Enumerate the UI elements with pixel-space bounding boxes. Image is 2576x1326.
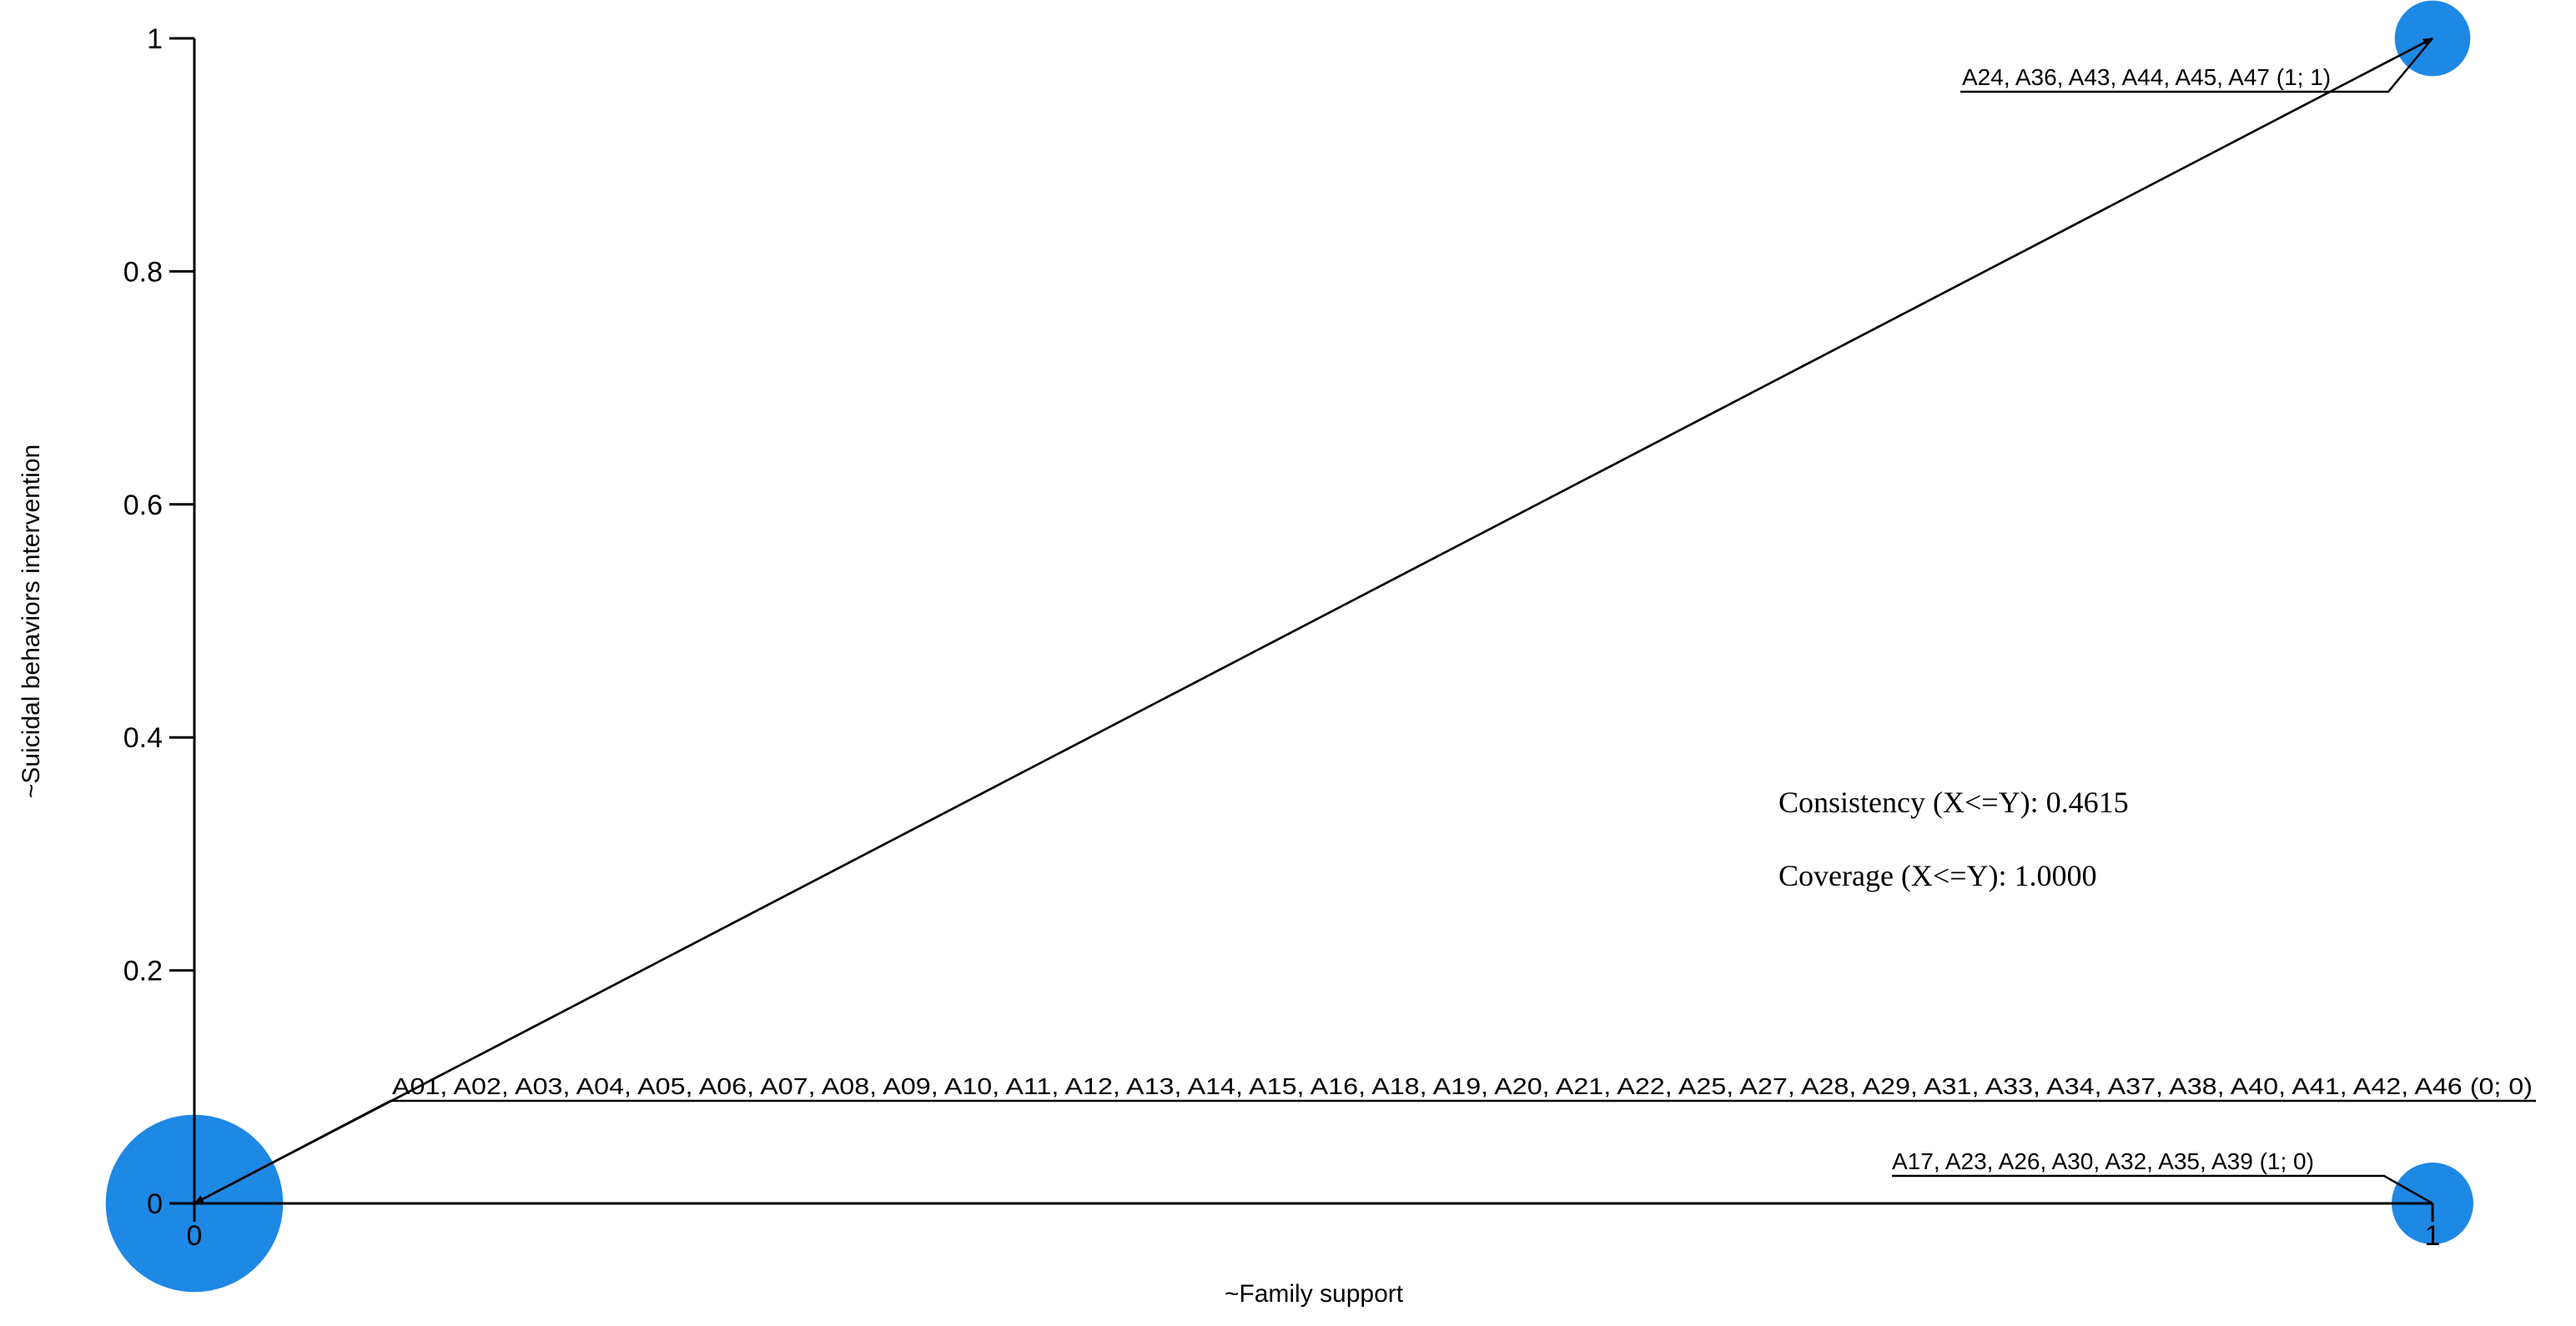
case-label-1-1: A24, A36, A43, A44, A45, A47 (1; 1) [1962,64,2331,90]
arrow-to-point-0-0 [194,37,2433,1205]
point-connectors [194,37,2433,1205]
x-tick-label: 1 [2425,1220,2441,1252]
label-callout-1-1: A24, A36, A43, A44, A45, A47 (1; 1) [1960,38,2433,93]
y-tick-label: 0.2 [123,956,163,987]
y-ticks: 0 0.2 0.4 0.6 0.8 1 [123,23,194,1220]
case-label-0-0: A01, A02, A03, A04, A05, A06, A07, A08, … [392,1073,2533,1099]
axes [193,38,2433,1205]
y-tick-label: 0.6 [123,490,163,521]
x-axis-title: ~Family support [1225,1280,1404,1308]
consistency-text: Consistency (X<=Y): 0.4615 [1779,786,2129,819]
coverage-text: Coverage (X<=Y): 1.0000 [1779,859,2097,892]
y-tick-label: 0.4 [123,722,163,754]
callout-line-1-1 [1960,38,2433,93]
fit-statistics: Consistency (X<=Y): 0.4615 Coverage (X<=… [1779,786,2129,892]
y-axis-title: ~Suicidal behaviors intervention [18,445,45,798]
y-tick-label: 0 [147,1188,163,1220]
label-callout-0-0: A01, A02, A03, A04, A05, A06, A07, A08, … [194,1073,2536,1205]
case-labels: A24, A36, A43, A44, A45, A47 (1; 1) A01,… [194,38,2536,1205]
callout-line-1-0 [1892,1174,2433,1205]
label-callout-1-0: A17, A23, A26, A30, A32, A35, A39 (1; 0) [1892,1148,2433,1205]
y-tick-label: 0.8 [123,256,163,288]
x-tick-label: 0 [187,1220,203,1252]
case-label-1-0: A17, A23, A26, A30, A32, A35, A39 (1; 0) [1892,1148,2314,1174]
y-tick-label: 1 [147,23,163,55]
